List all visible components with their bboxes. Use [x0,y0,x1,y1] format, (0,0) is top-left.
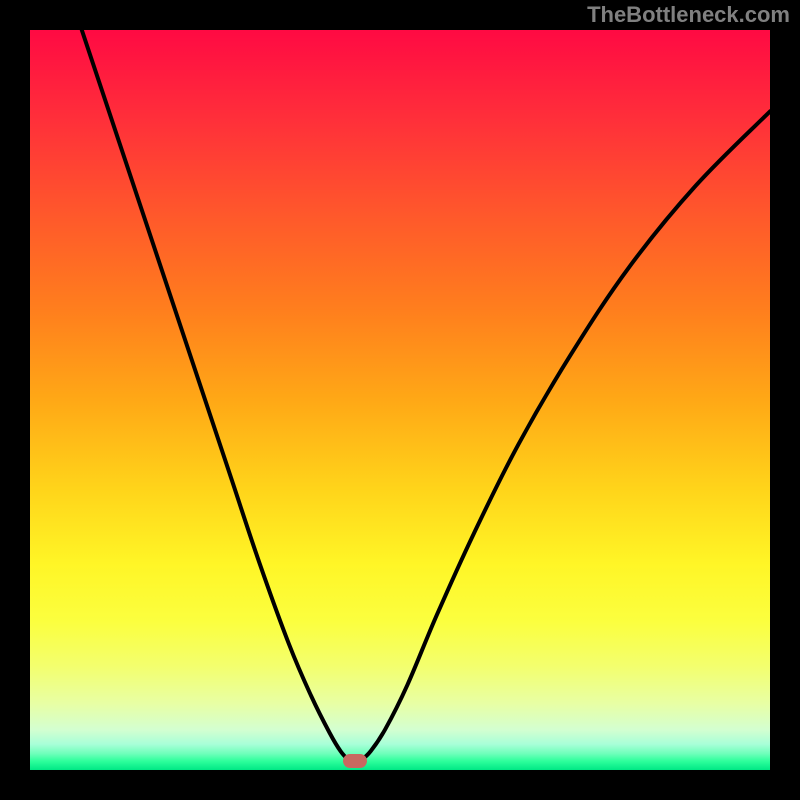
curve-path [82,30,770,761]
curve-svg [30,30,770,770]
minimum-marker [343,754,367,768]
watermark-text: TheBottleneck.com [587,2,790,28]
chart-container: TheBottleneck.com [0,0,800,800]
plot-area [30,30,770,770]
